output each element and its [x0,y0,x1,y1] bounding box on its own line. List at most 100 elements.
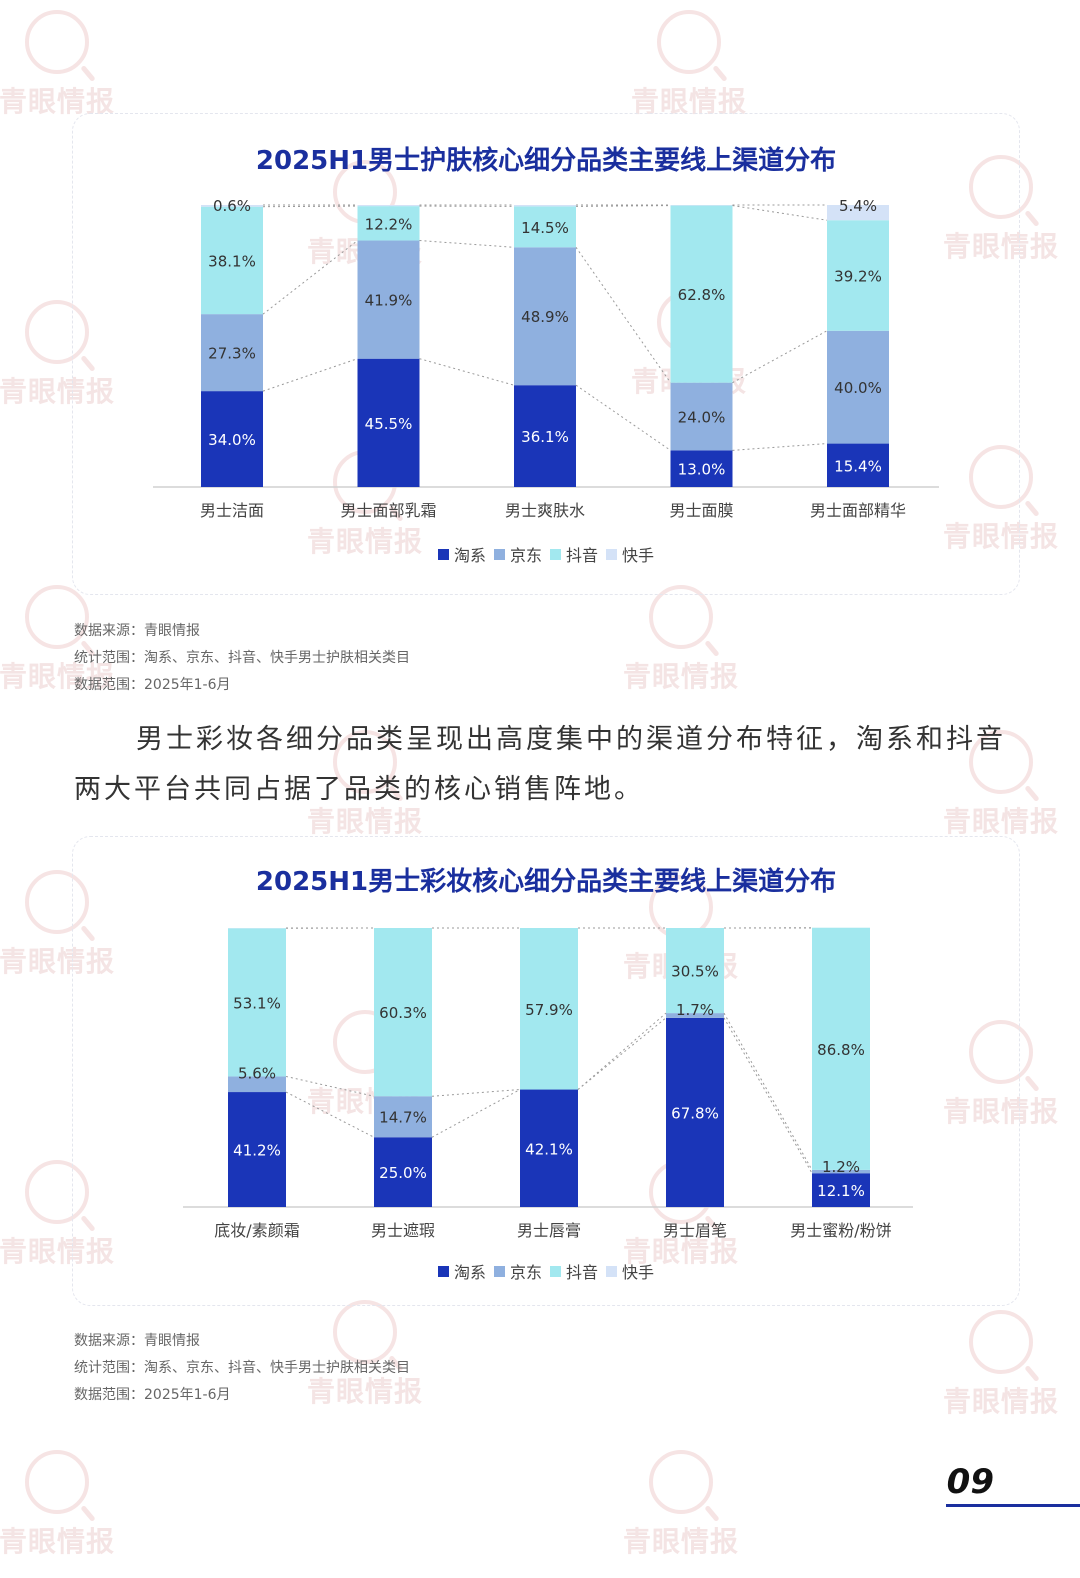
date-range-line: 数据范围：2025年1-6月 [74,677,231,693]
data-label: 0.6% [213,197,251,215]
category-label: 男士蜜粉/粉饼 [790,1221,891,1240]
magnifier-icon [649,1450,713,1514]
bar-segment [827,330,889,444]
paragraph-text: 男士彩妆各细分品类呈现出高度集中的渠道分布特征，淘系和抖音两大平台共同占据了品类… [74,724,1006,805]
source-note-1: 数据来源：青眼情报 统计范围：淘系、京东、抖音、快手男士护肤相关类目 数据范围：… [74,618,410,699]
source-line: 数据来源：青眼情报 [74,1333,200,1349]
bar-segment [666,928,724,1014]
source-line: 数据来源：青眼情报 [74,623,200,639]
data-label: 14.7% [379,1109,427,1127]
data-label: 15.4% [834,457,882,475]
watermark-text: 青眼情报 [0,1525,115,1558]
data-label: 38.1% [208,252,256,270]
connector-line [262,205,358,208]
connector-line [577,1017,667,1090]
connector-line [285,1091,375,1138]
data-label: 86.8% [817,1041,865,1059]
legend-swatch [606,548,618,560]
watermark-text: 青眼情报 [622,1525,739,1558]
bar-segment [357,205,420,207]
connector-line [431,1089,521,1138]
bar-segment [228,1076,286,1093]
data-label: 30.5% [671,963,719,981]
bar-segment [670,450,733,487]
bar-segment [357,240,420,359]
legend-label: 快手 [622,546,655,565]
bar-segment [666,1013,724,1018]
bar-segment [827,220,889,331]
watermark-logo: 青眼情报 [616,585,746,695]
category-label: 男士唇膏 [517,1221,581,1240]
bar-segment [520,1089,578,1207]
category-label: 男士面部乳霜 [340,501,436,520]
connector-line [262,240,358,315]
watermark-logo: 青眼情报 [0,1450,122,1560]
category-label: 男士眉笔 [663,1221,727,1240]
data-label: 5.4% [839,197,877,215]
connector-line [723,1017,813,1174]
magnifier-icon [969,1310,1033,1374]
scope-line: 统计范围：淘系、京东、抖音、快手男士护肤相关类目 [74,1360,410,1376]
data-label: 1.7% [676,1001,714,1019]
bar-segment [374,1096,432,1138]
page-number-rule [946,1504,1080,1507]
data-label: 12.2% [365,215,413,233]
bar-segment [520,928,578,1090]
legend-swatch [550,548,561,560]
category-label: 男士遮瑕 [371,1221,435,1240]
category-label: 底妆/素颜霜 [214,1221,299,1240]
data-label: 48.9% [521,308,569,326]
bar-segment [201,314,263,392]
connector-line [723,1012,813,1171]
source-note-2: 数据来源：青眼情报 统计范围：淘系、京东、抖音、快手男士护肤相关类目 数据范围：… [74,1328,410,1409]
bar-segment [514,247,576,386]
date-range-line: 数据范围：2025年1-6月 [74,1387,231,1403]
watermark-logo: 青眼情报 [0,10,122,120]
chart-title: 2025H1男士彩妆核心细分品类主要线上渠道分布 [255,867,837,897]
legend-label: 抖音 [566,546,599,565]
stacked-bar-chart-skincare: 男士洁面 男士面部乳霜 男士爽肤水 男士面膜 男士面部精华 34.0% 27.3% 38.1%… [153,197,939,520]
chart-title: 2025H1男士护肤核心细分品类主要线上渠道分布 [255,146,837,176]
magnifier-icon [25,10,89,74]
legend-label: 淘系 [453,546,486,565]
page-number: 09 [946,1462,994,1502]
legend-swatch [437,1265,449,1277]
legend-swatch [493,548,505,560]
data-label: 62.8% [678,286,726,304]
connector-line [575,247,671,383]
chart-legend: 淘系 京东 抖音 快手 [73,542,1019,566]
legend-item: 京东 [493,542,542,566]
bar-segment [812,927,870,1170]
bar-segment [374,928,432,1097]
legend-swatch [493,1265,505,1277]
data-label: 60.3% [379,1004,427,1022]
bar-segment [201,391,263,487]
bar-segment [514,385,576,487]
legend-label: 快手 [622,1263,655,1282]
body-paragraph: 男士彩妆各细分品类呈现出高度集中的渠道分布特征，淘系和抖音两大平台共同占据了品类… [74,715,1024,815]
bar-segment [670,205,733,206]
data-label: 14.5% [521,219,569,237]
bar-segment [514,205,576,207]
connector-line [419,240,515,248]
bar-segment [666,1017,724,1207]
connector-line [575,384,671,451]
data-label: 12.1% [817,1182,865,1200]
watermark-text: 青眼情报 [942,1385,1059,1418]
bar-segment [670,382,733,451]
chart-card-makeup: 2025H1男士彩妆核心细分品类主要线上渠道分布 底妆/素颜霜 男士遮瑕 男士唇膏 男… [72,836,1020,1306]
connector-line [431,1089,521,1097]
data-label: 39.2% [834,268,882,286]
data-label: 57.9% [525,1001,573,1019]
bar-segment [357,206,420,241]
data-label: 53.1% [233,994,281,1012]
category-label: 男士面膜 [669,501,733,520]
watermark-logo: 青眼情报 [616,1450,746,1560]
connector-line [575,205,671,207]
category-label: 男士爽肤水 [505,501,585,520]
data-label: 36.1% [521,428,569,446]
connector-line [732,443,828,451]
chart-legend: 淘系 京东 抖音 快手 [73,1259,1019,1283]
data-label: 42.1% [525,1140,573,1158]
bar-segment [228,928,286,1077]
